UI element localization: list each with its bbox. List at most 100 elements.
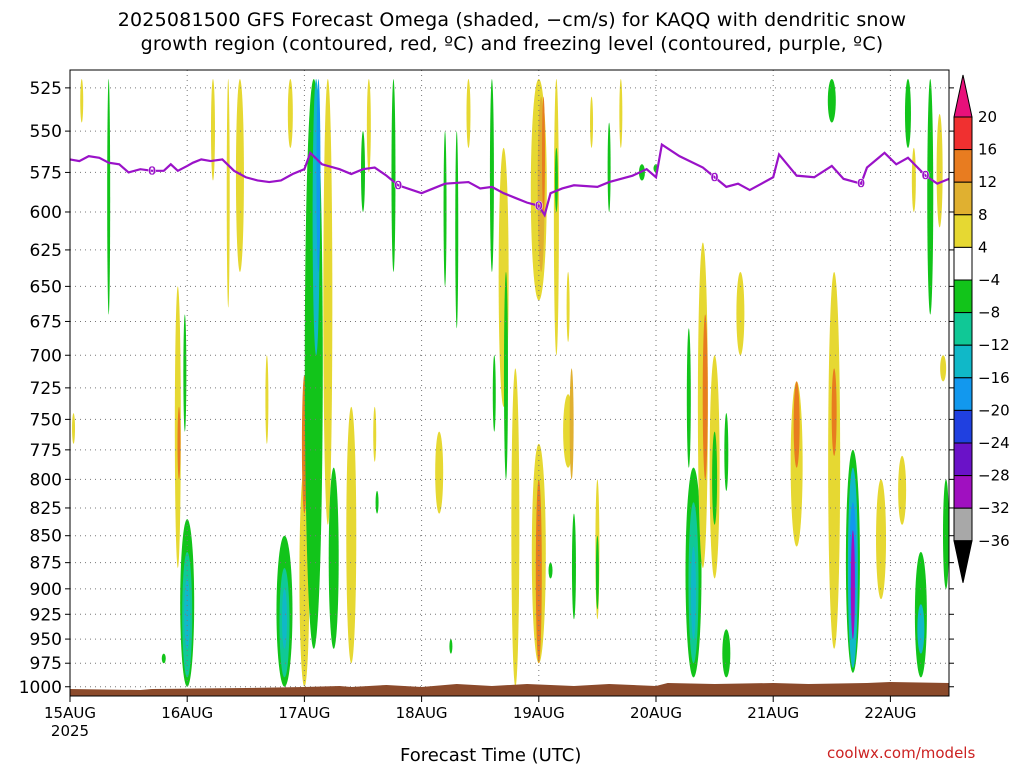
colorbar-level-label: −32 <box>978 499 1010 517</box>
omega-cell <box>619 78 623 148</box>
y-tick-label: 650 <box>30 277 62 297</box>
omega-cell <box>391 78 396 272</box>
y-tick-label: 950 <box>30 630 62 650</box>
terrain-strip <box>70 682 949 696</box>
colorbar-swatch <box>953 344 973 379</box>
colorbar-swatch <box>953 475 973 509</box>
y-tick-label: 925 <box>30 605 62 625</box>
y-tick-label: 875 <box>30 554 62 574</box>
omega-cell <box>607 122 611 212</box>
omega-shading <box>72 78 949 687</box>
y-tick-label: 625 <box>30 241 62 261</box>
y-tick-label: 725 <box>30 379 62 399</box>
plot-frame <box>69 69 950 697</box>
y-tick-label: 675 <box>30 312 62 332</box>
colorbar-level-label: 8 <box>978 206 988 224</box>
freezing-level-label: 0 <box>710 170 718 184</box>
x-tick-label: 16AUG <box>161 704 213 722</box>
y-tick-label: 550 <box>30 122 62 142</box>
omega-cell <box>80 78 84 123</box>
x-tick-label: 22AUG <box>864 704 916 722</box>
omega-cell <box>793 381 800 468</box>
colorbar-max-triangle <box>953 74 973 118</box>
x-tick-label: 19AUG <box>513 704 565 722</box>
x-tick-label: 17AUG <box>278 704 330 722</box>
omega-cell <box>590 96 594 148</box>
colorbar-swatch <box>953 507 973 542</box>
colorbar-level-label: 12 <box>978 173 997 191</box>
omega-cell <box>361 131 365 212</box>
omega-cell <box>553 78 559 356</box>
omega-cell <box>904 78 911 148</box>
colorbar-level-label: −24 <box>978 434 1010 452</box>
y-tick-label: 750 <box>30 410 62 430</box>
y-tick-label: 850 <box>30 527 62 547</box>
omega-cell <box>373 406 377 462</box>
colorbar-level-label: −12 <box>978 336 1010 354</box>
omega-cell <box>443 131 447 287</box>
y-tick-label: 575 <box>30 163 62 183</box>
omega-cell <box>548 562 553 579</box>
omega-cell <box>940 355 947 382</box>
colorbar-level-label: −16 <box>978 369 1010 387</box>
omega-cell <box>541 96 545 212</box>
colorbar-level-label: −28 <box>978 467 1010 485</box>
omega-cell <box>210 78 215 181</box>
x-axis-label: Forecast Time (UTC) <box>400 745 582 766</box>
freezing-level-label: 0 <box>857 177 865 191</box>
omega-cell <box>943 479 949 589</box>
colorbar-swatch <box>953 181 973 216</box>
y-tick-label: 800 <box>30 470 62 490</box>
freezing-level-label: 0 <box>148 164 156 178</box>
colorbar-min-triangle <box>953 540 973 583</box>
y-tick-label: 1000 <box>19 678 62 698</box>
omega-cell <box>827 78 836 123</box>
x-tick-label: 15AUG <box>44 704 96 722</box>
omega-cell <box>183 314 187 432</box>
colorbar-swatch <box>953 312 973 346</box>
colorbar-level-label: 16 <box>978 141 997 159</box>
omega-cell <box>831 368 837 456</box>
x-tick-label: 20AUG <box>630 704 682 722</box>
omega-cell <box>265 355 269 444</box>
omega-cell <box>850 530 855 640</box>
omega-cell <box>898 455 907 525</box>
colorbar-level-label: −8 <box>978 304 1000 322</box>
colorbar-level-label: −20 <box>978 401 1010 419</box>
omega-cell <box>936 114 943 228</box>
colorbar-level-label: −36 <box>978 532 1010 550</box>
colorbar-swatch <box>953 377 973 411</box>
colorbar-level-label: −4 <box>978 271 1000 289</box>
omega-cell <box>287 78 293 148</box>
omega-cell <box>455 131 459 329</box>
omega-cell <box>511 368 520 687</box>
freezing-level-label: 0 <box>921 169 929 183</box>
omega-cell <box>927 78 934 315</box>
omega-cell <box>736 271 745 356</box>
omega-cell <box>569 368 574 480</box>
omega-cell <box>702 314 708 480</box>
x-tick-year-label: 2025 <box>51 722 89 740</box>
omega-cell <box>535 479 542 664</box>
colorbar-swatch <box>953 116 973 151</box>
omega-cell <box>691 546 697 640</box>
omega-cell <box>686 328 691 468</box>
x-tick-label: 21AUG <box>747 704 799 722</box>
omega-cell <box>449 639 453 654</box>
colorbar-swatch <box>953 214 973 248</box>
x-axis-ticks: 15AUG 16AUG 17AUG 18AUG 19AUG 20AUG 21AUG 22AUG… <box>44 696 916 740</box>
colorbar-swatch <box>953 279 973 314</box>
chart-title-line-2: growth region (contoured, red, ºC) and f… <box>140 33 884 55</box>
x-tick-label: 18AUG <box>396 704 448 722</box>
omega-cell <box>177 406 181 480</box>
site-credit[interactable]: coolwx.com/models <box>827 744 976 762</box>
freezing-level-layer: 0 0 0 0 0 0 <box>69 142 950 218</box>
omega-cell <box>503 271 508 480</box>
omega-cell <box>323 78 333 525</box>
freezing-level-label: 0 <box>535 199 543 213</box>
colorbar: 20 16 12 8 4 −4 −8 −12 −16 −20 −24 −28 −32 −36 <box>953 74 1010 583</box>
chart-title-line-1: 2025081500 GFS Forecast Omega (shaded, −… <box>117 9 907 31</box>
omega-cell <box>107 78 111 315</box>
y-axis-ticks: 525 550 575 600 625 650 675 700 725 750 775 800 825 8… <box>19 79 954 698</box>
